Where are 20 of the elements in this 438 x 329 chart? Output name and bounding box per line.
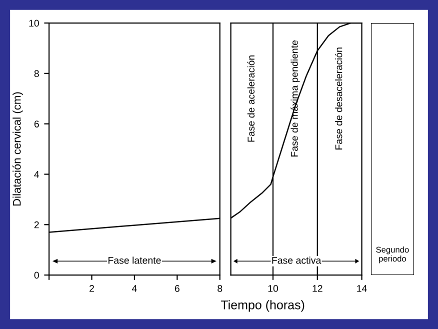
x-tick-label: 4 — [132, 285, 137, 292]
annotation: Fase activa — [272, 256, 322, 264]
x-tick-label: 12 — [312, 285, 322, 292]
x-tick-label: 8 — [218, 285, 222, 292]
x-axis-title: Tiempo (horas) — [220, 300, 304, 312]
y-tick-label: 0 — [34, 272, 39, 279]
y-axis-title: Dilatación cervical (cm) — [12, 92, 23, 206]
annotation: Fase de aceleración — [247, 55, 255, 142]
y-tick-label: 8 — [34, 70, 39, 78]
x-tick-label: 2 — [90, 285, 94, 292]
x-tick-label: 6 — [174, 285, 180, 292]
annotation: Fase latente — [108, 256, 161, 264]
x-tick-label: 14 — [357, 285, 367, 292]
y-tick-label: 6 — [34, 120, 39, 128]
y-tick-label: 4 — [34, 171, 40, 178]
text: Segundo periodo — [376, 246, 409, 264]
y-tick-label: 10 — [29, 20, 39, 27]
annotation: Fase de desaceleración — [334, 48, 342, 150]
x-tick-label: 10 — [268, 285, 278, 292]
y-tick-label: 2 — [34, 221, 39, 228]
